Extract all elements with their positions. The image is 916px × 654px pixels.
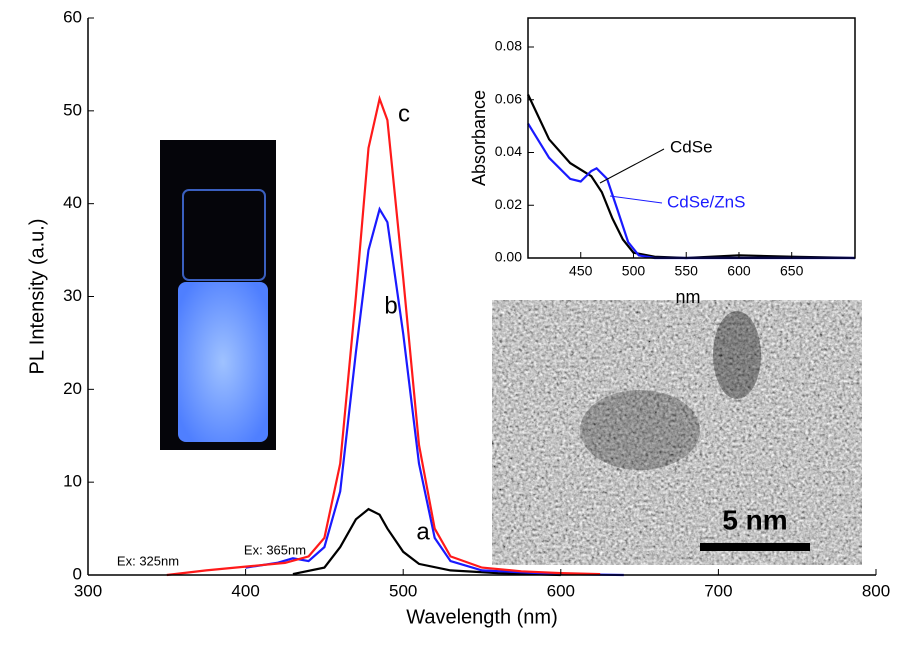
- x-axis-label: Wavelength (nm): [406, 606, 558, 628]
- legend-pointer: [609, 195, 663, 204]
- y-axis-label: PL Intensity (a.u.): [26, 219, 48, 375]
- data-line: [527, 122, 855, 260]
- vial-liquid: [178, 282, 268, 442]
- y-tick-label: 0.06: [495, 90, 522, 106]
- x-tick-label: 500: [622, 263, 646, 279]
- x-tick-label: 300: [74, 581, 102, 600]
- x-tick-label: 500: [389, 581, 417, 600]
- x-axis-label: nm: [675, 287, 700, 307]
- scale-bar-label: 5 nm: [722, 504, 787, 535]
- x-tick-label: 450: [569, 263, 593, 279]
- tem-particle: [713, 311, 761, 399]
- chart: 450 500 550 600 650 0.00 0.02 0.04 0.06 0.08 nm Abs…: [469, 17, 856, 307]
- x-tick-label: 400: [231, 581, 259, 600]
- vial-glass: [182, 189, 266, 281]
- x-tick-label: 800: [862, 581, 890, 600]
- curve-label: c: [398, 100, 410, 127]
- y-tick-label: 0: [73, 564, 82, 583]
- legend-label: CdSe/ZnS: [667, 192, 745, 211]
- plot-background: [528, 18, 855, 258]
- annotation: Ex: 365nm: [244, 542, 306, 557]
- legend-label: CdSe: [670, 137, 713, 156]
- x-tick-label: 600: [547, 581, 575, 600]
- data-line: [245, 206, 624, 577]
- annotation: Ex: 325nm: [117, 553, 179, 568]
- data-line: [292, 507, 561, 577]
- scale-bar: [700, 543, 810, 551]
- legend-pointer: [599, 148, 665, 184]
- photos: 5 nm: [160, 140, 862, 565]
- y-tick-label: 0.00: [495, 249, 522, 265]
- y-axis-label: Absorbance: [469, 90, 489, 186]
- data-line: [166, 94, 601, 577]
- y-tick-label: 30: [63, 286, 82, 305]
- y-tick-label: 50: [63, 100, 82, 119]
- x-tick-label: 700: [704, 581, 732, 600]
- tem-image: [492, 300, 862, 565]
- tem-particle: [580, 390, 700, 470]
- y-tick-label: 20: [63, 379, 82, 398]
- x-tick-label: 550: [675, 263, 699, 279]
- chart: 300 400 500 600 700 800 0 10 20 30 40 50 60 Wavelengt…: [26, 7, 890, 628]
- x-tick-label: 650: [780, 263, 804, 279]
- x-tick-label: 600: [727, 263, 751, 279]
- y-tick-label: 0.04: [495, 143, 522, 159]
- curve-label: b: [384, 292, 397, 319]
- y-tick-label: 40: [63, 193, 82, 212]
- y-tick-label: 0.08: [495, 38, 522, 54]
- y-tick-label: 0.02: [495, 196, 522, 212]
- curve-label: a: [416, 518, 430, 545]
- y-tick-label: 60: [63, 7, 82, 26]
- plot-frame: [527, 17, 856, 259]
- y-tick-label: 10: [63, 472, 82, 491]
